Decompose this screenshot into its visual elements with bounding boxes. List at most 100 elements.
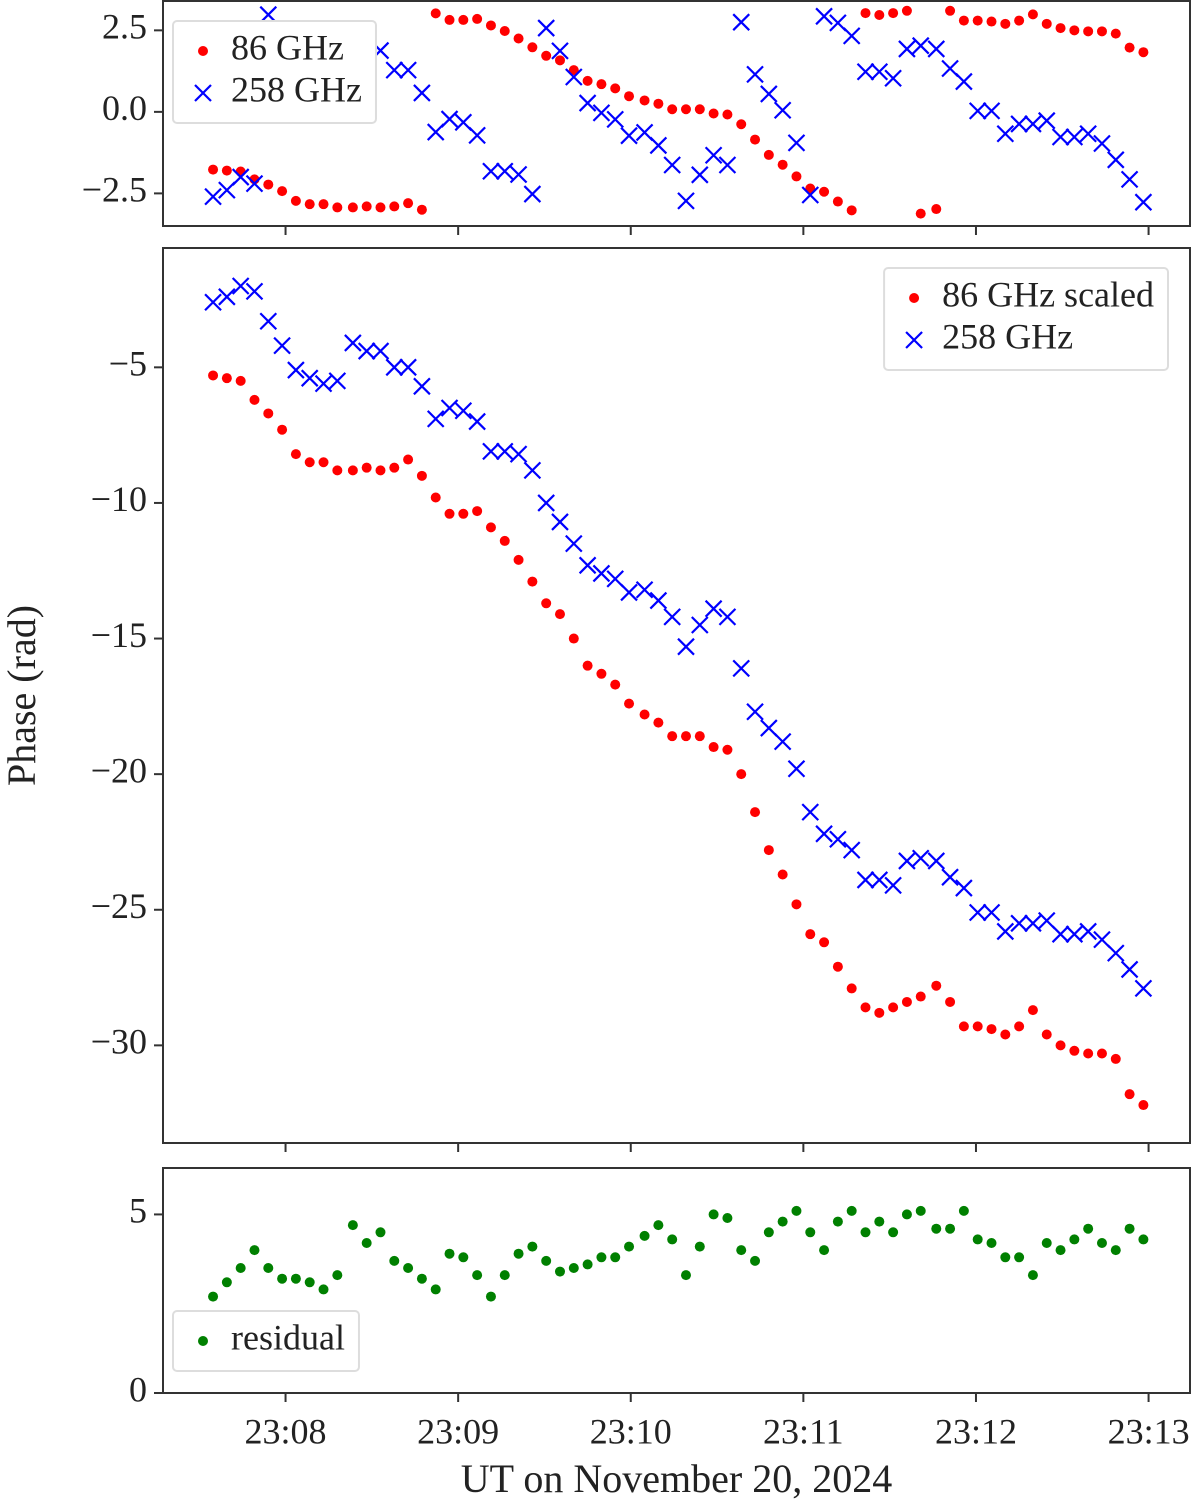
point <box>722 1213 733 1223</box>
point <box>245 282 264 301</box>
point <box>1014 1021 1025 1032</box>
point <box>663 156 681 174</box>
point <box>805 929 816 940</box>
point <box>1138 1234 1149 1245</box>
point <box>815 7 833 26</box>
x-tick-label: 23:10 <box>590 1411 672 1451</box>
point <box>639 709 650 720</box>
point <box>915 208 926 219</box>
point <box>653 98 664 109</box>
point <box>777 1216 788 1227</box>
point <box>677 192 695 210</box>
point <box>208 1291 219 1302</box>
point <box>815 825 833 843</box>
point <box>444 508 455 519</box>
point <box>344 334 362 352</box>
point <box>332 1270 343 1281</box>
point <box>1096 1238 1107 1248</box>
point <box>958 15 969 26</box>
point <box>829 830 847 849</box>
point <box>568 633 579 644</box>
point <box>1096 1048 1107 1059</box>
point <box>208 164 219 175</box>
point <box>440 110 459 128</box>
point <box>1134 979 1153 998</box>
point <box>277 1273 288 1284</box>
point <box>235 1263 246 1273</box>
point <box>955 879 973 897</box>
point <box>482 162 500 180</box>
point <box>371 342 390 360</box>
point <box>537 19 555 37</box>
point <box>911 849 930 868</box>
point <box>667 731 678 742</box>
point <box>430 8 441 19</box>
point <box>235 375 246 386</box>
point <box>430 1284 441 1295</box>
point <box>399 358 417 377</box>
y-tick-label: 0.0 <box>102 88 147 128</box>
point <box>208 370 219 381</box>
point <box>468 126 486 145</box>
point <box>898 40 916 58</box>
point <box>829 14 847 32</box>
point <box>874 10 885 21</box>
legend-label: 258 GHz <box>231 69 362 109</box>
point <box>1010 914 1028 933</box>
point <box>1110 1053 1121 1064</box>
point <box>927 852 946 870</box>
y-axis-label: Phase (rad) <box>0 605 44 786</box>
point <box>204 187 222 206</box>
point <box>578 556 597 575</box>
point <box>1069 25 1080 36</box>
point <box>1138 1100 1149 1111</box>
point <box>444 14 455 25</box>
point <box>1010 115 1028 133</box>
point <box>635 580 654 599</box>
x-tick-label: 23:13 <box>1108 1411 1190 1451</box>
point <box>945 5 956 16</box>
point <box>389 201 400 212</box>
point <box>750 134 761 145</box>
point <box>218 288 236 306</box>
point <box>773 101 792 120</box>
point <box>416 204 427 215</box>
point <box>718 156 737 174</box>
point <box>1024 115 1042 133</box>
point <box>1055 23 1066 34</box>
point <box>708 1209 719 1220</box>
point <box>389 462 400 473</box>
point <box>231 277 250 295</box>
point <box>606 110 625 129</box>
point <box>551 42 569 60</box>
point <box>791 171 802 182</box>
point <box>982 102 1001 120</box>
point <box>482 442 500 461</box>
legend-marker <box>198 46 208 56</box>
point <box>639 1230 650 1241</box>
point <box>361 201 372 212</box>
point <box>444 1248 455 1259</box>
point <box>888 8 899 19</box>
point <box>458 14 469 25</box>
point <box>1079 124 1097 143</box>
point <box>1138 47 1149 58</box>
point <box>495 162 514 180</box>
point <box>245 174 264 193</box>
point <box>819 937 830 948</box>
point <box>610 1252 621 1263</box>
point <box>972 1234 983 1245</box>
point <box>541 1255 552 1266</box>
point <box>763 845 774 856</box>
point <box>290 449 301 460</box>
point <box>958 1205 969 1216</box>
point <box>1069 1234 1080 1245</box>
point <box>454 113 473 132</box>
point <box>454 401 473 420</box>
point <box>708 108 719 119</box>
point <box>832 196 843 207</box>
point <box>736 769 747 780</box>
point <box>361 1238 372 1248</box>
